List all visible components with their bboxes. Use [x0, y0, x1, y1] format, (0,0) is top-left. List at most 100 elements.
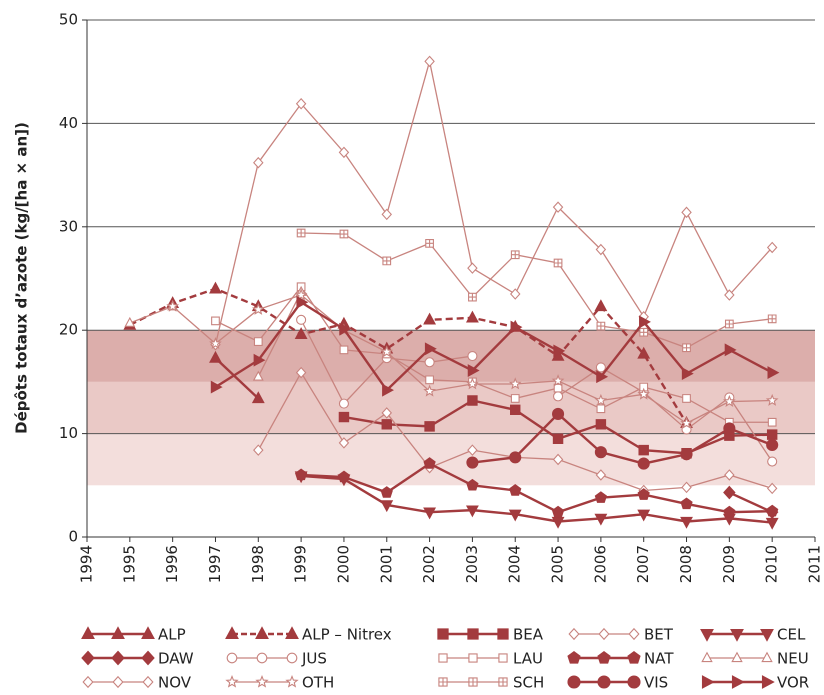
marker [338, 437, 350, 449]
marker [551, 374, 565, 387]
series-line [215, 285, 773, 423]
marker [498, 677, 508, 687]
marker [595, 243, 607, 256]
marker [681, 206, 692, 219]
marker [423, 384, 436, 397]
marker [637, 509, 651, 522]
x-tick-label: 1996 [163, 545, 181, 583]
band [87, 381, 815, 434]
legend-label: VIS [644, 674, 668, 692]
marker [508, 377, 522, 390]
marker [141, 650, 155, 666]
marker [338, 146, 350, 159]
marker [465, 505, 479, 518]
y-tick-label: 20 [59, 321, 78, 339]
marker [251, 391, 265, 404]
marker [680, 448, 693, 461]
marker [510, 404, 521, 416]
marker [731, 651, 743, 663]
marker [209, 336, 222, 350]
marker [466, 456, 479, 469]
marker [594, 393, 608, 406]
marker [598, 627, 610, 641]
marker [567, 651, 581, 664]
marker [256, 652, 268, 664]
marker [766, 504, 779, 517]
marker [508, 509, 522, 522]
legend-item: ALP – Nitrex [225, 626, 392, 644]
marker [111, 650, 125, 666]
marker [723, 505, 736, 518]
marker [761, 675, 775, 689]
marker [552, 433, 564, 444]
marker [423, 457, 436, 469]
marker [382, 256, 392, 266]
marker [552, 453, 564, 466]
legend-item: BET [568, 626, 674, 644]
marker [551, 516, 565, 529]
marker [381, 419, 392, 430]
marker [597, 651, 611, 664]
legend-label: BEA [513, 626, 544, 644]
marker [637, 387, 651, 400]
legend-label: CEL [777, 626, 806, 644]
x-tick-label: 2010 [763, 545, 781, 583]
marker [381, 208, 393, 221]
marker [723, 422, 736, 435]
x-tick-label: 2009 [720, 545, 738, 583]
marker [551, 505, 565, 518]
marker [294, 288, 308, 301]
marker [596, 321, 606, 331]
marker [286, 652, 298, 664]
marker [141, 626, 155, 640]
y-tick-label: 30 [59, 217, 78, 235]
legend-label: DAW [158, 650, 194, 668]
marker [553, 391, 564, 402]
marker [425, 375, 434, 385]
marker [252, 370, 264, 381]
marker [567, 675, 581, 689]
series-line [728, 491, 773, 514]
marker [767, 456, 778, 467]
marker [424, 55, 435, 68]
legend-label: ALP [158, 626, 186, 644]
legend-label: BET [644, 626, 674, 644]
band [87, 330, 815, 382]
series-line [301, 462, 773, 514]
marker [594, 513, 608, 526]
legend-item: JUS [226, 650, 327, 668]
marker [497, 628, 509, 640]
marker [467, 364, 480, 377]
marker [225, 626, 239, 640]
marker [682, 343, 691, 353]
marker [295, 366, 307, 379]
series-line [214, 357, 260, 400]
marker [765, 517, 779, 530]
marker [210, 380, 223, 394]
marker [637, 488, 650, 500]
marker [255, 674, 269, 688]
marker [253, 353, 266, 367]
marker [595, 419, 607, 430]
marker [553, 344, 566, 358]
marker [509, 484, 522, 496]
marker [437, 628, 449, 640]
marker [294, 468, 308, 481]
legend-item: LAU [438, 650, 543, 668]
marker [337, 470, 351, 483]
x-tick-label: 1997 [206, 545, 224, 583]
marker [568, 627, 580, 641]
marker [627, 675, 641, 689]
marker [760, 628, 774, 642]
legend-item: VIS [567, 674, 668, 692]
marker [211, 316, 220, 326]
marker [382, 383, 394, 397]
marker [553, 258, 563, 268]
marker [226, 652, 238, 664]
x-tick-label: 2002 [420, 545, 438, 583]
marker [498, 653, 508, 663]
marker [509, 451, 522, 464]
legend-item: CEL [700, 626, 806, 644]
marker [467, 628, 479, 640]
